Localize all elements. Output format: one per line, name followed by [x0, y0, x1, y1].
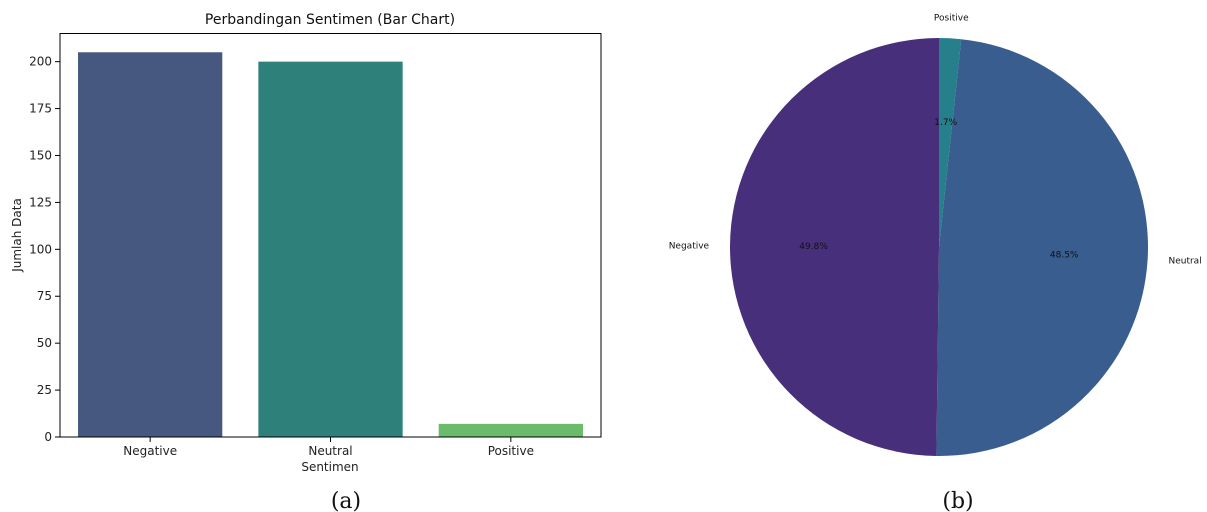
- y-tick-label: 200: [29, 55, 52, 69]
- slice-percent: 49.8%: [799, 242, 828, 252]
- slice-label: Neutral: [1168, 257, 1201, 267]
- y-tick: 125: [29, 195, 60, 209]
- bar-negative: [78, 52, 223, 437]
- y-tick-label: 0: [44, 430, 52, 444]
- y-tick: 50: [37, 336, 60, 350]
- y-tick-label: 75: [37, 289, 52, 303]
- x-axis-ticks: Negative Neutral Positive: [123, 437, 534, 458]
- bar-neutral: [258, 61, 403, 438]
- caption-b: (b): [942, 489, 973, 512]
- pie-chart: Positive 1.7% Neutral 48.5% Negative 49.8%: [669, 13, 1202, 456]
- y-tick: 0: [44, 430, 60, 444]
- y-tick: 175: [29, 102, 60, 116]
- slice-percent: 48.5%: [1050, 250, 1079, 260]
- slice-positive: [939, 38, 962, 247]
- bar-chart: Perbandingan Sentimen (Bar Chart) 0 25 50 7…: [10, 12, 602, 474]
- x-tick-label: Positive: [488, 444, 534, 458]
- slice-negative: [730, 38, 939, 456]
- y-axis-ticks: 0 25 50 75 100 125 150 175 200: [29, 55, 60, 444]
- x-axis-label: Sentimen: [301, 460, 358, 474]
- plot-frame: [59, 33, 602, 438]
- x-tick-label: Negative: [123, 444, 177, 458]
- y-tick: 75: [37, 289, 60, 303]
- y-tick: 25: [37, 383, 60, 397]
- caption-a: (a): [331, 489, 361, 512]
- x-tick: Negative: [123, 437, 177, 458]
- y-tick-label: 175: [29, 102, 52, 116]
- x-tick-label: Neutral: [308, 444, 352, 458]
- y-tick: 150: [29, 148, 60, 162]
- y-axis-label: Jumlah Data: [10, 198, 24, 273]
- pie-slices: [730, 38, 1148, 456]
- y-tick-label: 125: [29, 195, 52, 209]
- y-tick-label: 25: [37, 383, 52, 397]
- slice-neutral: [936, 39, 1148, 456]
- y-tick-label: 100: [29, 242, 52, 256]
- x-tick: Neutral: [308, 437, 353, 458]
- slice-label: Positive: [934, 13, 969, 23]
- bars: [78, 52, 583, 438]
- bar-chart-title: Perbandingan Sentimen (Bar Chart): [205, 12, 455, 28]
- slice-percent: 1.7%: [934, 118, 957, 128]
- slice-label: Negative: [669, 242, 710, 252]
- y-tick: 100: [29, 242, 60, 256]
- bar-positive: [438, 423, 583, 437]
- y-tick: 200: [29, 55, 60, 69]
- y-tick-label: 150: [29, 148, 52, 162]
- y-tick-label: 50: [37, 336, 52, 350]
- x-tick: Positive: [488, 437, 534, 458]
- pie-labels: Positive 1.7% Neutral 48.5% Negative 49.8%: [669, 13, 1202, 266]
